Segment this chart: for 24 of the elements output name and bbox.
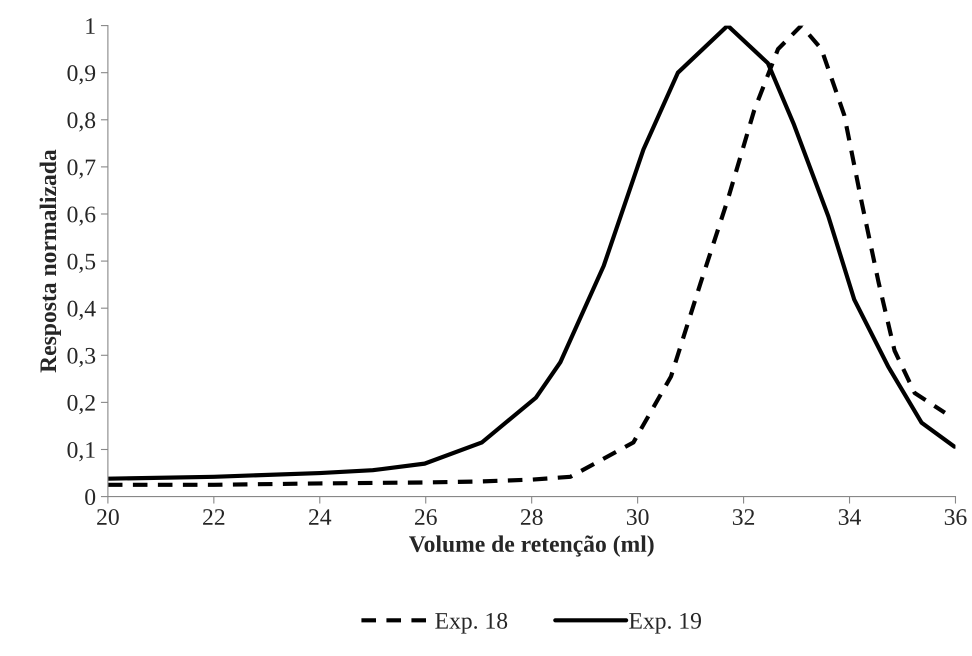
y-tick-label: 0,5: [67, 254, 96, 273]
x-tick-label: 36: [944, 509, 967, 526]
x-axis-title: Volume de retenção (ml): [408, 535, 654, 557]
x-tick-label: 26: [414, 509, 437, 526]
legend-label: Exp. 19: [629, 612, 701, 634]
y-tick-label: 0,1: [67, 442, 95, 462]
y-axis-title: Resposta normalizada: [40, 150, 62, 373]
y-tick-label: 1: [86, 18, 95, 34]
y-tick-label: 0,9: [67, 65, 96, 85]
x-tick-label: 30: [626, 509, 649, 526]
y-tick-label: 0,2: [67, 394, 95, 414]
x-tick-label: 32: [732, 509, 754, 526]
x-tick-label: 28: [520, 509, 543, 526]
legend-label: Exp. 18: [435, 612, 508, 634]
y-tick-label: 0,7: [67, 159, 96, 179]
y-tick-label: 0: [85, 489, 96, 506]
y-tick-label: 0,3: [67, 348, 96, 368]
x-tick-label: 22: [203, 509, 224, 525]
x-tick-label: 24: [309, 509, 332, 525]
y-tick-label: 0,4: [67, 300, 96, 320]
y-tick-label: 0,8: [67, 112, 96, 132]
x-tick-label: 34: [838, 509, 861, 526]
y-tick-label: 0,6: [67, 206, 96, 226]
x-tick-label: 20: [97, 509, 119, 526]
